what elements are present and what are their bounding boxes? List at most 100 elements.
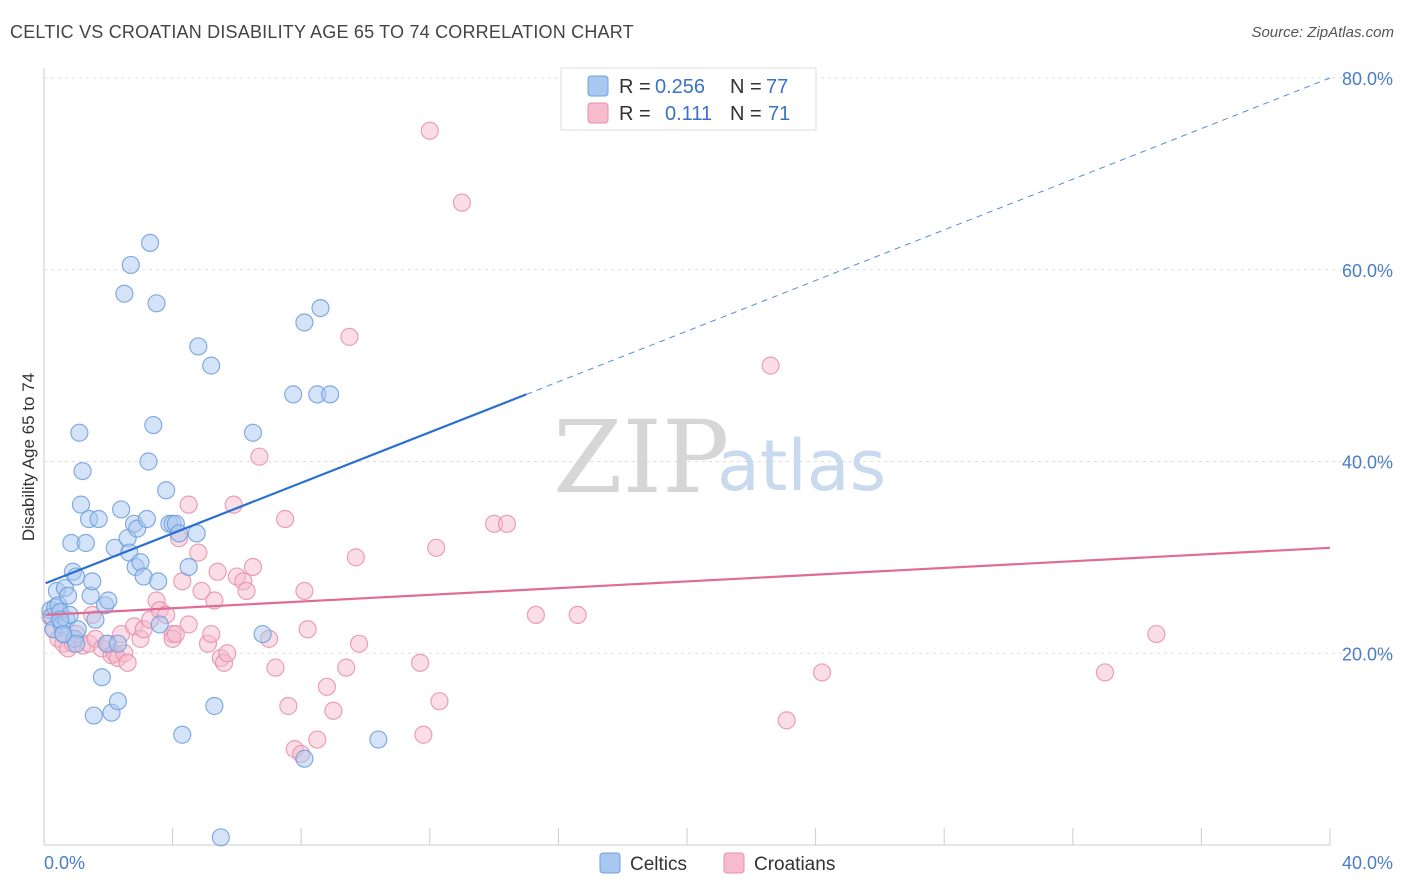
legend-swatch-croatians bbox=[587, 102, 609, 124]
croatians-point bbox=[179, 495, 198, 514]
croatians-point bbox=[308, 730, 327, 749]
source-label: Source: ZipAtlas.com bbox=[1251, 24, 1394, 41]
croatians-point bbox=[761, 356, 780, 375]
celtics-point bbox=[73, 461, 92, 481]
celtics-point bbox=[284, 385, 303, 404]
celtics-point bbox=[147, 294, 166, 313]
celtics-point bbox=[71, 495, 91, 514]
watermark-zip: ZIP bbox=[553, 399, 729, 516]
celtics-point bbox=[157, 481, 176, 500]
croatians-point bbox=[452, 193, 472, 212]
y-axis-label: Disability Age 65 to 74 bbox=[19, 373, 38, 541]
croatians-point bbox=[427, 538, 446, 557]
legend-r-value-celtics: 0.256 bbox=[655, 76, 705, 98]
celtics-point bbox=[108, 634, 128, 653]
celtics-point bbox=[139, 452, 158, 471]
bottom-legend-celtics: Celtics bbox=[630, 854, 687, 875]
croatians-point bbox=[266, 658, 285, 677]
bottom-legend-croatians: Croatians bbox=[754, 854, 835, 875]
croatians-point bbox=[237, 581, 256, 601]
croatians-point bbox=[337, 658, 356, 677]
celtics-point bbox=[86, 610, 105, 629]
croatians-point bbox=[166, 624, 185, 644]
celtics-point bbox=[369, 730, 388, 749]
legend-r-label-celtics: R = bbox=[619, 76, 651, 98]
y-tick-label: 20.0% bbox=[1342, 644, 1393, 664]
legend-n-value-croatians: 71 bbox=[768, 103, 790, 125]
legend-n-label-croatians: N = bbox=[730, 103, 762, 125]
x-tick-labels: 0.0% 40.0% bbox=[44, 853, 1393, 873]
bottom-legend-swatch-croatians bbox=[723, 852, 745, 874]
croatians-point bbox=[411, 653, 430, 672]
croatians-point bbox=[179, 615, 198, 634]
celtics-point bbox=[150, 615, 169, 634]
celtics-point bbox=[84, 706, 103, 725]
celtics-point bbox=[76, 533, 95, 553]
croatians-point bbox=[218, 644, 237, 663]
croatians-point bbox=[568, 605, 587, 625]
croatians-point bbox=[250, 447, 269, 466]
croatians-point bbox=[298, 620, 317, 639]
croatians-point bbox=[420, 121, 439, 140]
celtics-point bbox=[149, 572, 168, 591]
y-tick-label: 60.0% bbox=[1342, 261, 1393, 281]
celtics-point bbox=[112, 500, 131, 519]
croatians-point bbox=[777, 711, 796, 730]
y-tick-label: 80.0% bbox=[1342, 69, 1393, 89]
celtics-point bbox=[99, 591, 118, 610]
croatians-point bbox=[526, 605, 545, 625]
celtics-point bbox=[144, 415, 163, 435]
x-tick-label: 40.0% bbox=[1342, 853, 1393, 873]
celtics-point bbox=[253, 624, 272, 644]
celtics-point bbox=[115, 284, 134, 303]
celtics-point bbox=[173, 725, 192, 744]
croatians-point bbox=[340, 327, 359, 346]
celtics-point bbox=[189, 337, 208, 356]
croatians-point bbox=[202, 624, 221, 644]
celtics-point bbox=[83, 572, 102, 591]
legend-r-label-croatians: R = bbox=[619, 103, 651, 125]
croatians-point bbox=[1147, 624, 1166, 644]
croatians-point bbox=[1095, 663, 1115, 682]
celtics-point bbox=[108, 692, 128, 711]
celtics-point bbox=[311, 299, 330, 318]
bottom-legend: Celtics Croatians bbox=[599, 852, 835, 875]
celtics-point bbox=[295, 313, 314, 332]
croatians-point bbox=[414, 725, 433, 744]
celtics-point bbox=[187, 524, 206, 543]
celtics-point bbox=[89, 509, 108, 529]
celtics-point bbox=[205, 696, 224, 716]
celtics-trend-extension bbox=[526, 77, 1331, 395]
celtics-point bbox=[67, 634, 86, 653]
croatians-point bbox=[497, 514, 517, 533]
trend-lines bbox=[45, 77, 1331, 616]
legend-r-value-croatians: 0.111 bbox=[665, 103, 712, 125]
croatians-point bbox=[243, 557, 263, 577]
celtics-points bbox=[41, 233, 388, 847]
croatians-point bbox=[279, 696, 298, 716]
celtics-point bbox=[121, 255, 140, 275]
croatians-point bbox=[346, 548, 365, 567]
celtics-point bbox=[243, 423, 263, 442]
chart-title: CELTIC VS CROATIAN DISABILITY AGE 65 TO … bbox=[10, 22, 634, 42]
croatians-point bbox=[430, 692, 449, 711]
croatians-point bbox=[276, 509, 295, 529]
croatians-point bbox=[324, 701, 343, 720]
legend-n-label-celtics: N = bbox=[730, 76, 762, 98]
bottom-legend-swatch-celtics bbox=[599, 852, 621, 874]
croatians-point bbox=[208, 562, 227, 581]
celtics-point bbox=[211, 828, 230, 847]
celtics-point bbox=[202, 356, 221, 375]
croatians-point bbox=[812, 663, 832, 682]
y-tick-labels: 20.0% 40.0% 60.0% 80.0% bbox=[1342, 69, 1393, 664]
y-tick-label: 40.0% bbox=[1342, 453, 1393, 473]
croatians-point bbox=[224, 495, 243, 514]
celtics-point bbox=[321, 385, 340, 404]
celtics-point bbox=[137, 509, 156, 529]
celtics-point bbox=[54, 624, 73, 644]
celtics-point bbox=[70, 423, 89, 442]
celtics-point bbox=[92, 668, 111, 687]
celtics-point bbox=[140, 233, 160, 253]
axes bbox=[43, 68, 1331, 846]
